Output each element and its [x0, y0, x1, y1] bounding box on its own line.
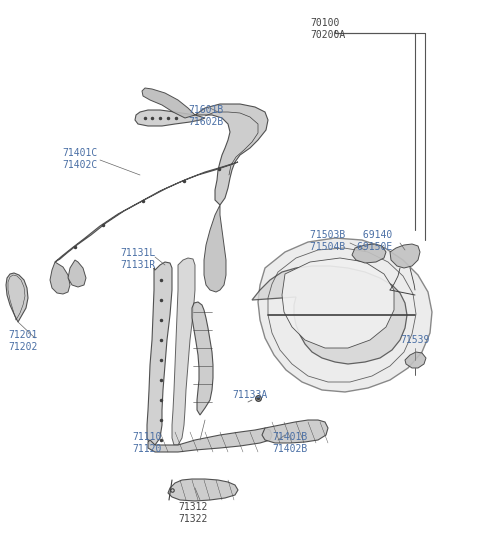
Text: 71401B
71402B: 71401B 71402B	[272, 432, 307, 454]
Polygon shape	[192, 302, 213, 415]
Polygon shape	[148, 428, 272, 452]
Text: 71312
71322: 71312 71322	[178, 502, 207, 524]
Text: 71601B
71602B: 71601B 71602B	[188, 105, 223, 126]
Polygon shape	[195, 104, 268, 205]
Polygon shape	[172, 258, 195, 445]
Text: 71201
71202: 71201 71202	[8, 330, 37, 351]
Polygon shape	[135, 110, 205, 126]
Polygon shape	[258, 238, 432, 392]
Polygon shape	[55, 162, 238, 262]
Polygon shape	[390, 244, 420, 268]
Polygon shape	[204, 205, 226, 292]
Polygon shape	[147, 262, 172, 445]
Text: 71401C
71402C: 71401C 71402C	[62, 148, 97, 169]
Text: 71133A: 71133A	[232, 390, 267, 400]
Polygon shape	[252, 266, 407, 364]
Polygon shape	[405, 352, 426, 368]
Polygon shape	[6, 273, 28, 322]
Polygon shape	[168, 479, 238, 501]
Text: 71110
71120: 71110 71120	[132, 432, 161, 454]
Polygon shape	[282, 258, 394, 348]
Polygon shape	[50, 262, 70, 294]
Polygon shape	[262, 420, 328, 443]
Text: 71131L
71131R: 71131L 71131R	[120, 248, 155, 270]
Text: 70100
70200A: 70100 70200A	[310, 18, 345, 40]
Polygon shape	[142, 88, 195, 118]
Polygon shape	[68, 260, 86, 287]
Text: 71503B   69140
71504B  69150E: 71503B 69140 71504B 69150E	[310, 230, 392, 251]
Text: 71539: 71539	[400, 335, 430, 345]
Polygon shape	[352, 244, 386, 263]
